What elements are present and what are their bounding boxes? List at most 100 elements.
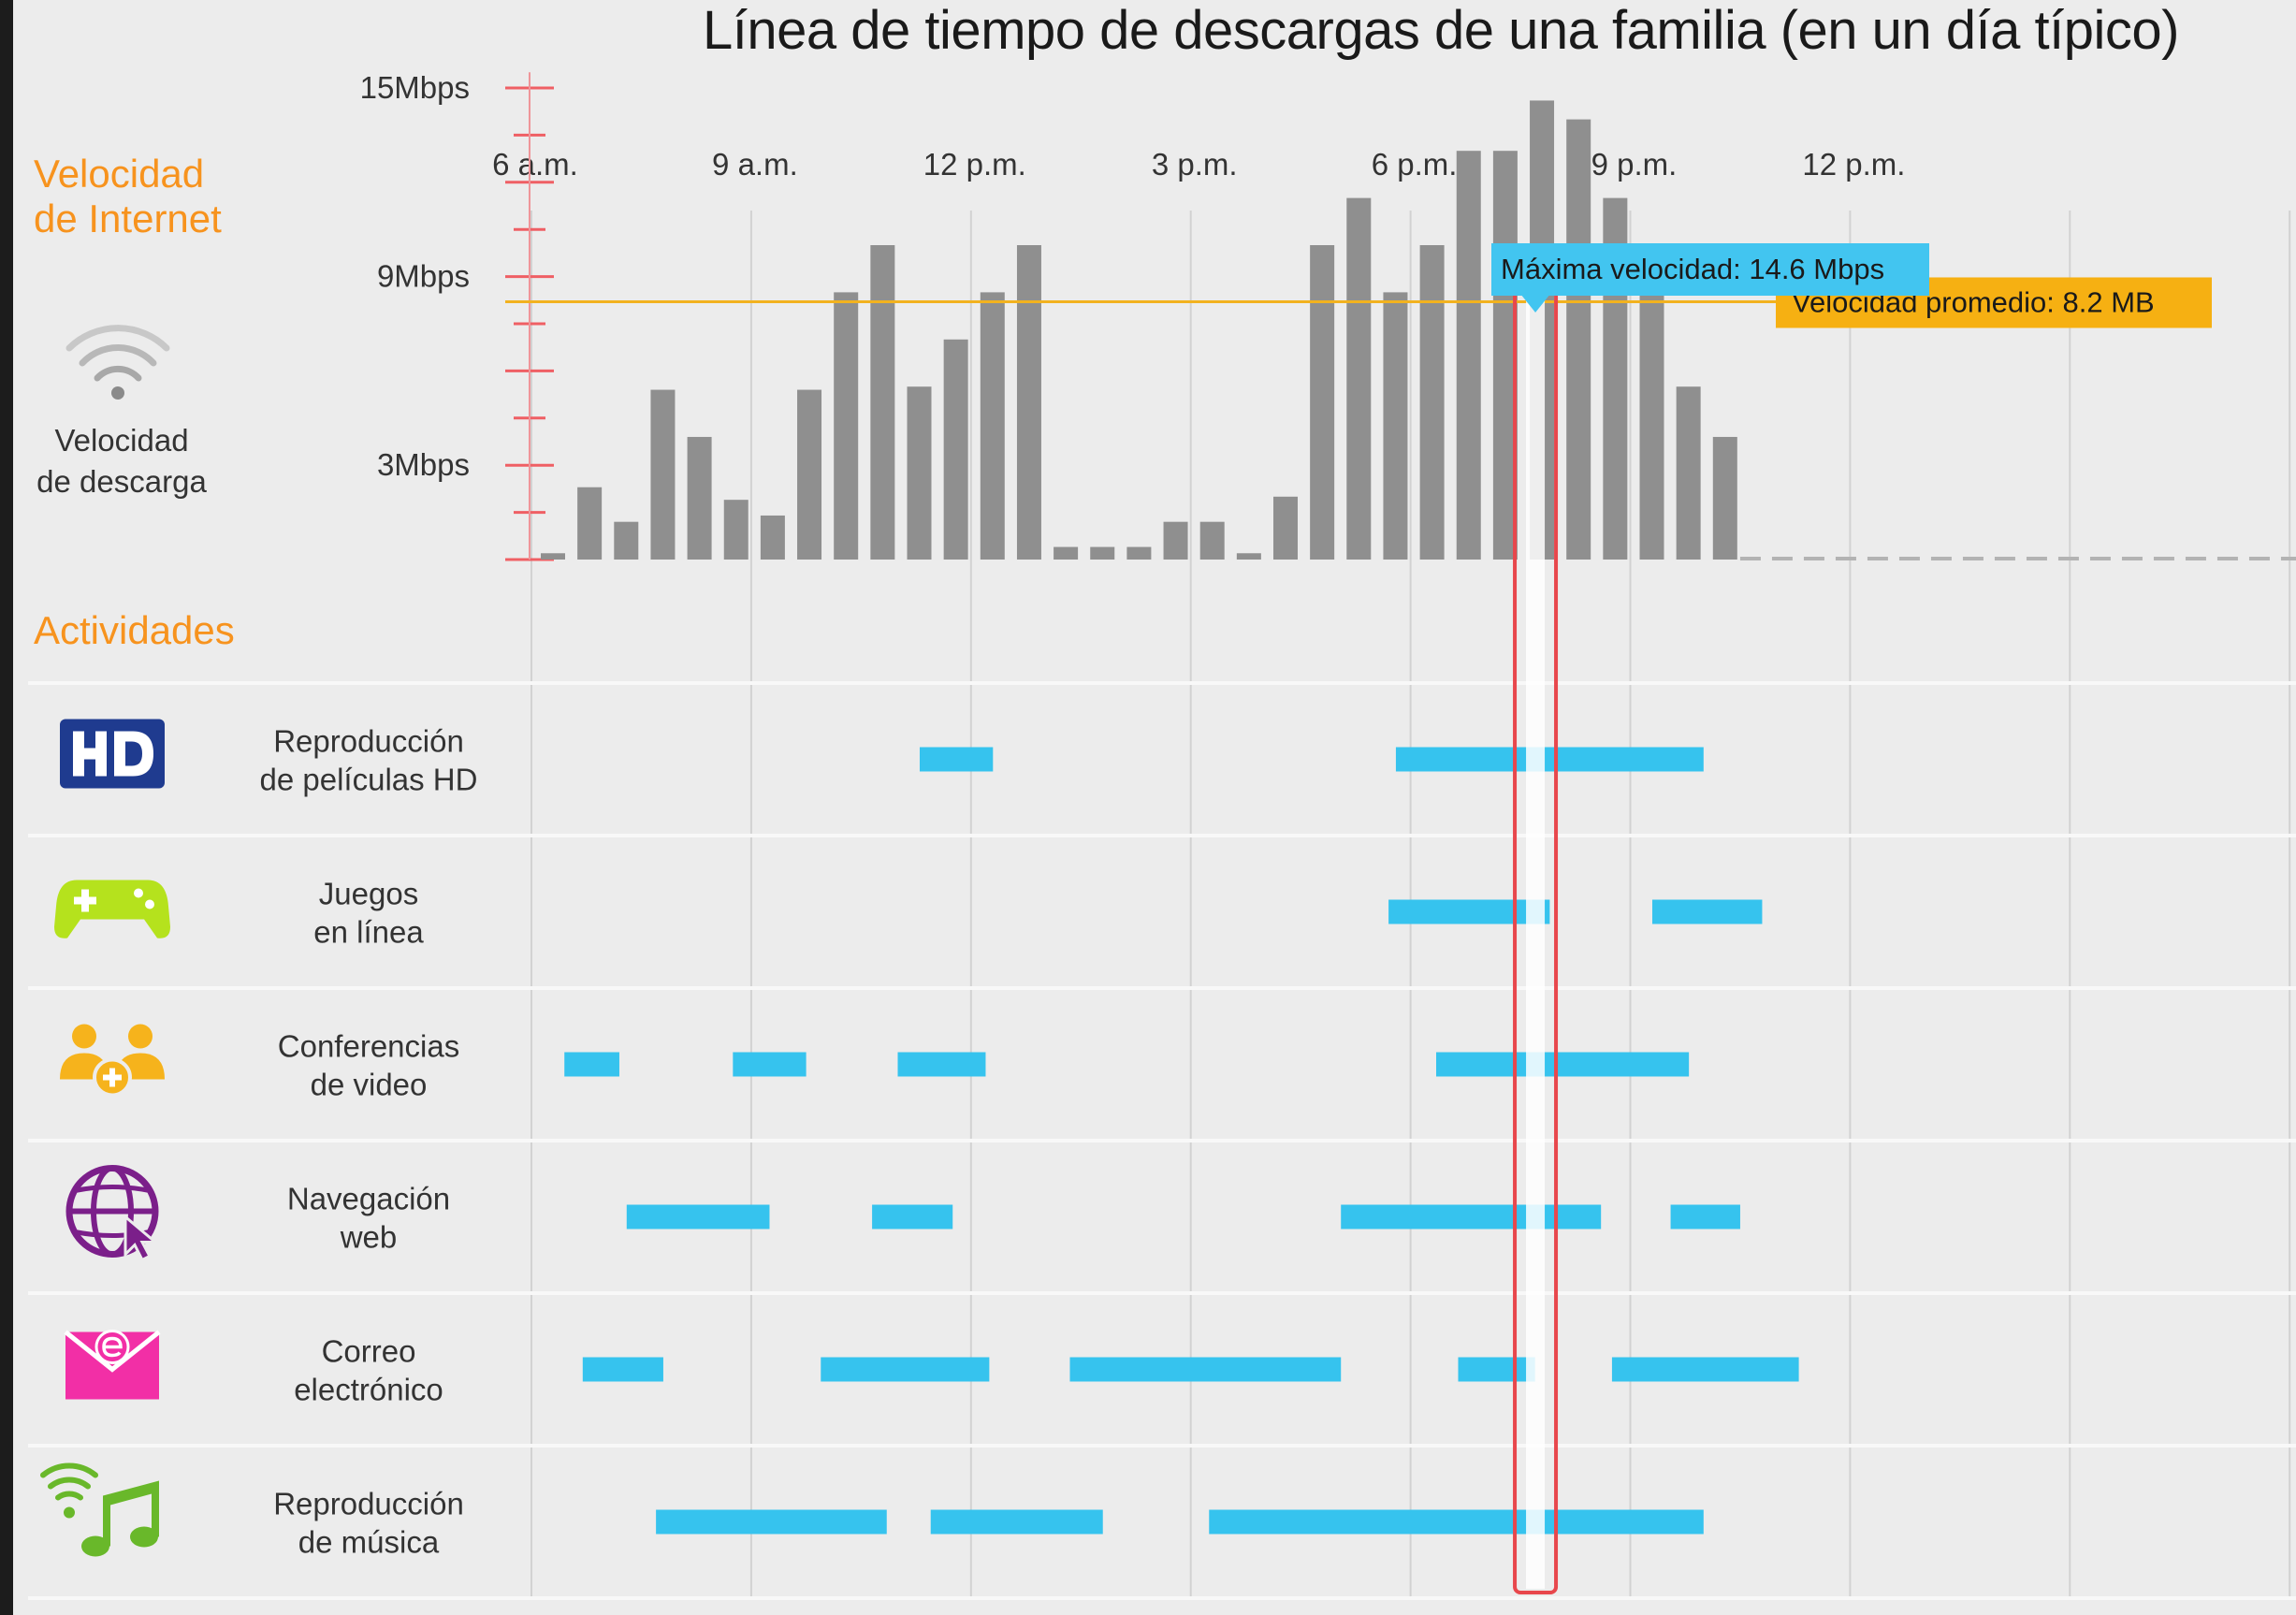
x-axis-ticks: 6 a.m. 9 a.m. 12 p.m. 3 p.m. 6 p.m. 9 p.m. 12 … — [492, 147, 1905, 182]
hd-icon — [60, 719, 165, 789]
x-tick-label: 3 p.m. — [1152, 147, 1238, 182]
bar — [1383, 292, 1408, 560]
max-callout-pointer — [1520, 294, 1551, 313]
bar — [1419, 245, 1445, 560]
video-conference-icon — [60, 1024, 165, 1098]
activity-segment — [582, 1357, 663, 1382]
activity-rows — [28, 681, 2296, 1600]
bar — [577, 487, 603, 560]
bar — [614, 521, 639, 560]
activity-label: Reproducción — [273, 1487, 464, 1521]
activity-label: Navegación — [287, 1182, 450, 1216]
activity-label: Juegos — [319, 877, 418, 911]
activity-segment — [897, 1052, 986, 1077]
activity-label: Correo — [322, 1334, 416, 1369]
activity-icons — [40, 719, 170, 1557]
bar — [723, 500, 748, 560]
bar — [870, 245, 895, 560]
bar — [1016, 245, 1041, 560]
bar — [1199, 521, 1225, 560]
music-wifi-icon — [40, 1462, 159, 1557]
activity-segment — [1395, 747, 1704, 772]
activity-label: de música — [298, 1525, 440, 1560]
bar — [1346, 197, 1372, 560]
bar — [1163, 521, 1188, 560]
activity-segment — [930, 1509, 1103, 1535]
bar — [1310, 245, 1335, 560]
y-tick-label: 3Mbps — [377, 447, 470, 482]
bar — [1126, 546, 1152, 560]
activity-label: Conferencias — [278, 1029, 459, 1064]
activity-segment — [821, 1357, 990, 1382]
x-tick-label: 12 p.m. — [923, 147, 1026, 182]
activity-segment — [733, 1052, 807, 1077]
activity-segment — [1458, 1357, 1535, 1382]
activity-label: Reproducción — [273, 724, 464, 759]
x-tick-label: 9 p.m. — [1591, 147, 1678, 182]
bar — [834, 292, 859, 560]
download-label-line2: de descarga — [36, 464, 207, 499]
activity-segment — [872, 1204, 953, 1229]
activity-label: web — [340, 1220, 398, 1255]
activity-segment — [919, 747, 994, 772]
activity-label: de video — [311, 1068, 428, 1102]
bar — [980, 292, 1005, 560]
chart-title: Línea de tiempo de descargas de una fami… — [703, 0, 2179, 61]
bar — [943, 339, 968, 560]
activity-segment — [626, 1204, 770, 1229]
average-speed: Velocidad promedio: 8.2 MB — [505, 277, 2212, 328]
left-border — [0, 0, 13, 1615]
activity-segment — [1388, 899, 1550, 924]
activity-segment — [656, 1509, 887, 1535]
activity-segment — [1341, 1204, 1602, 1229]
bar — [1456, 151, 1481, 560]
activity-segment — [1209, 1509, 1704, 1535]
activity-labels: Reproducción de películas HD Juegos en líne… — [260, 724, 478, 1560]
globe-cursor-icon — [65, 1165, 160, 1262]
bar — [687, 436, 712, 560]
max-label: Máxima velocidad: 14.6 Mbps — [1501, 253, 1884, 285]
bar — [650, 389, 676, 560]
bar — [1090, 546, 1115, 560]
bar — [1676, 386, 1701, 560]
wifi-icon — [65, 325, 170, 400]
bar — [797, 389, 822, 560]
max-callout — [1491, 243, 1929, 296]
activity-label: de películas HD — [260, 763, 478, 797]
activity-segment — [1651, 899, 1763, 924]
section-activities: Actividades — [34, 608, 235, 652]
max-speed: Máxima velocidad: 14.6 Mbps — [1491, 243, 1929, 313]
download-label-line1: Velocidad — [54, 423, 188, 458]
activity-label: en línea — [313, 915, 424, 950]
bar — [1566, 119, 1591, 560]
activity-segment — [1436, 1052, 1690, 1077]
bar — [907, 386, 932, 560]
y-axis-ticks: 3Mbps 9Mbps 15Mbps — [360, 70, 470, 482]
bar — [1712, 436, 1737, 560]
x-tick-label: 6 p.m. — [1372, 147, 1458, 182]
bar — [1054, 546, 1079, 560]
highlight-glow — [1526, 299, 1546, 1589]
gamepad-icon — [54, 880, 170, 938]
activity-segment — [1611, 1357, 1799, 1382]
x-tick-label: 12 p.m. — [1802, 147, 1905, 182]
y-tick-label: 9Mbps — [377, 259, 470, 294]
x-tick-label: 6 a.m. — [492, 147, 578, 182]
bar — [760, 515, 785, 560]
bar — [541, 553, 565, 560]
activity-segment — [564, 1052, 619, 1077]
section-internet-line1: Velocidad — [34, 152, 204, 196]
y-tick-label: 15Mbps — [360, 70, 470, 105]
activity-segment — [1069, 1357, 1342, 1382]
bar — [1236, 553, 1261, 560]
email-icon — [64, 1330, 161, 1400]
activity-label: electrónico — [294, 1373, 443, 1407]
x-tick-label: 9 a.m. — [712, 147, 798, 182]
y-scale-marker — [505, 72, 554, 561]
activity-segments — [564, 747, 1799, 1535]
bar — [1273, 496, 1298, 560]
section-internet-line2: de Internet — [34, 196, 222, 240]
activity-segment — [1670, 1204, 1740, 1229]
bar — [1639, 292, 1664, 560]
